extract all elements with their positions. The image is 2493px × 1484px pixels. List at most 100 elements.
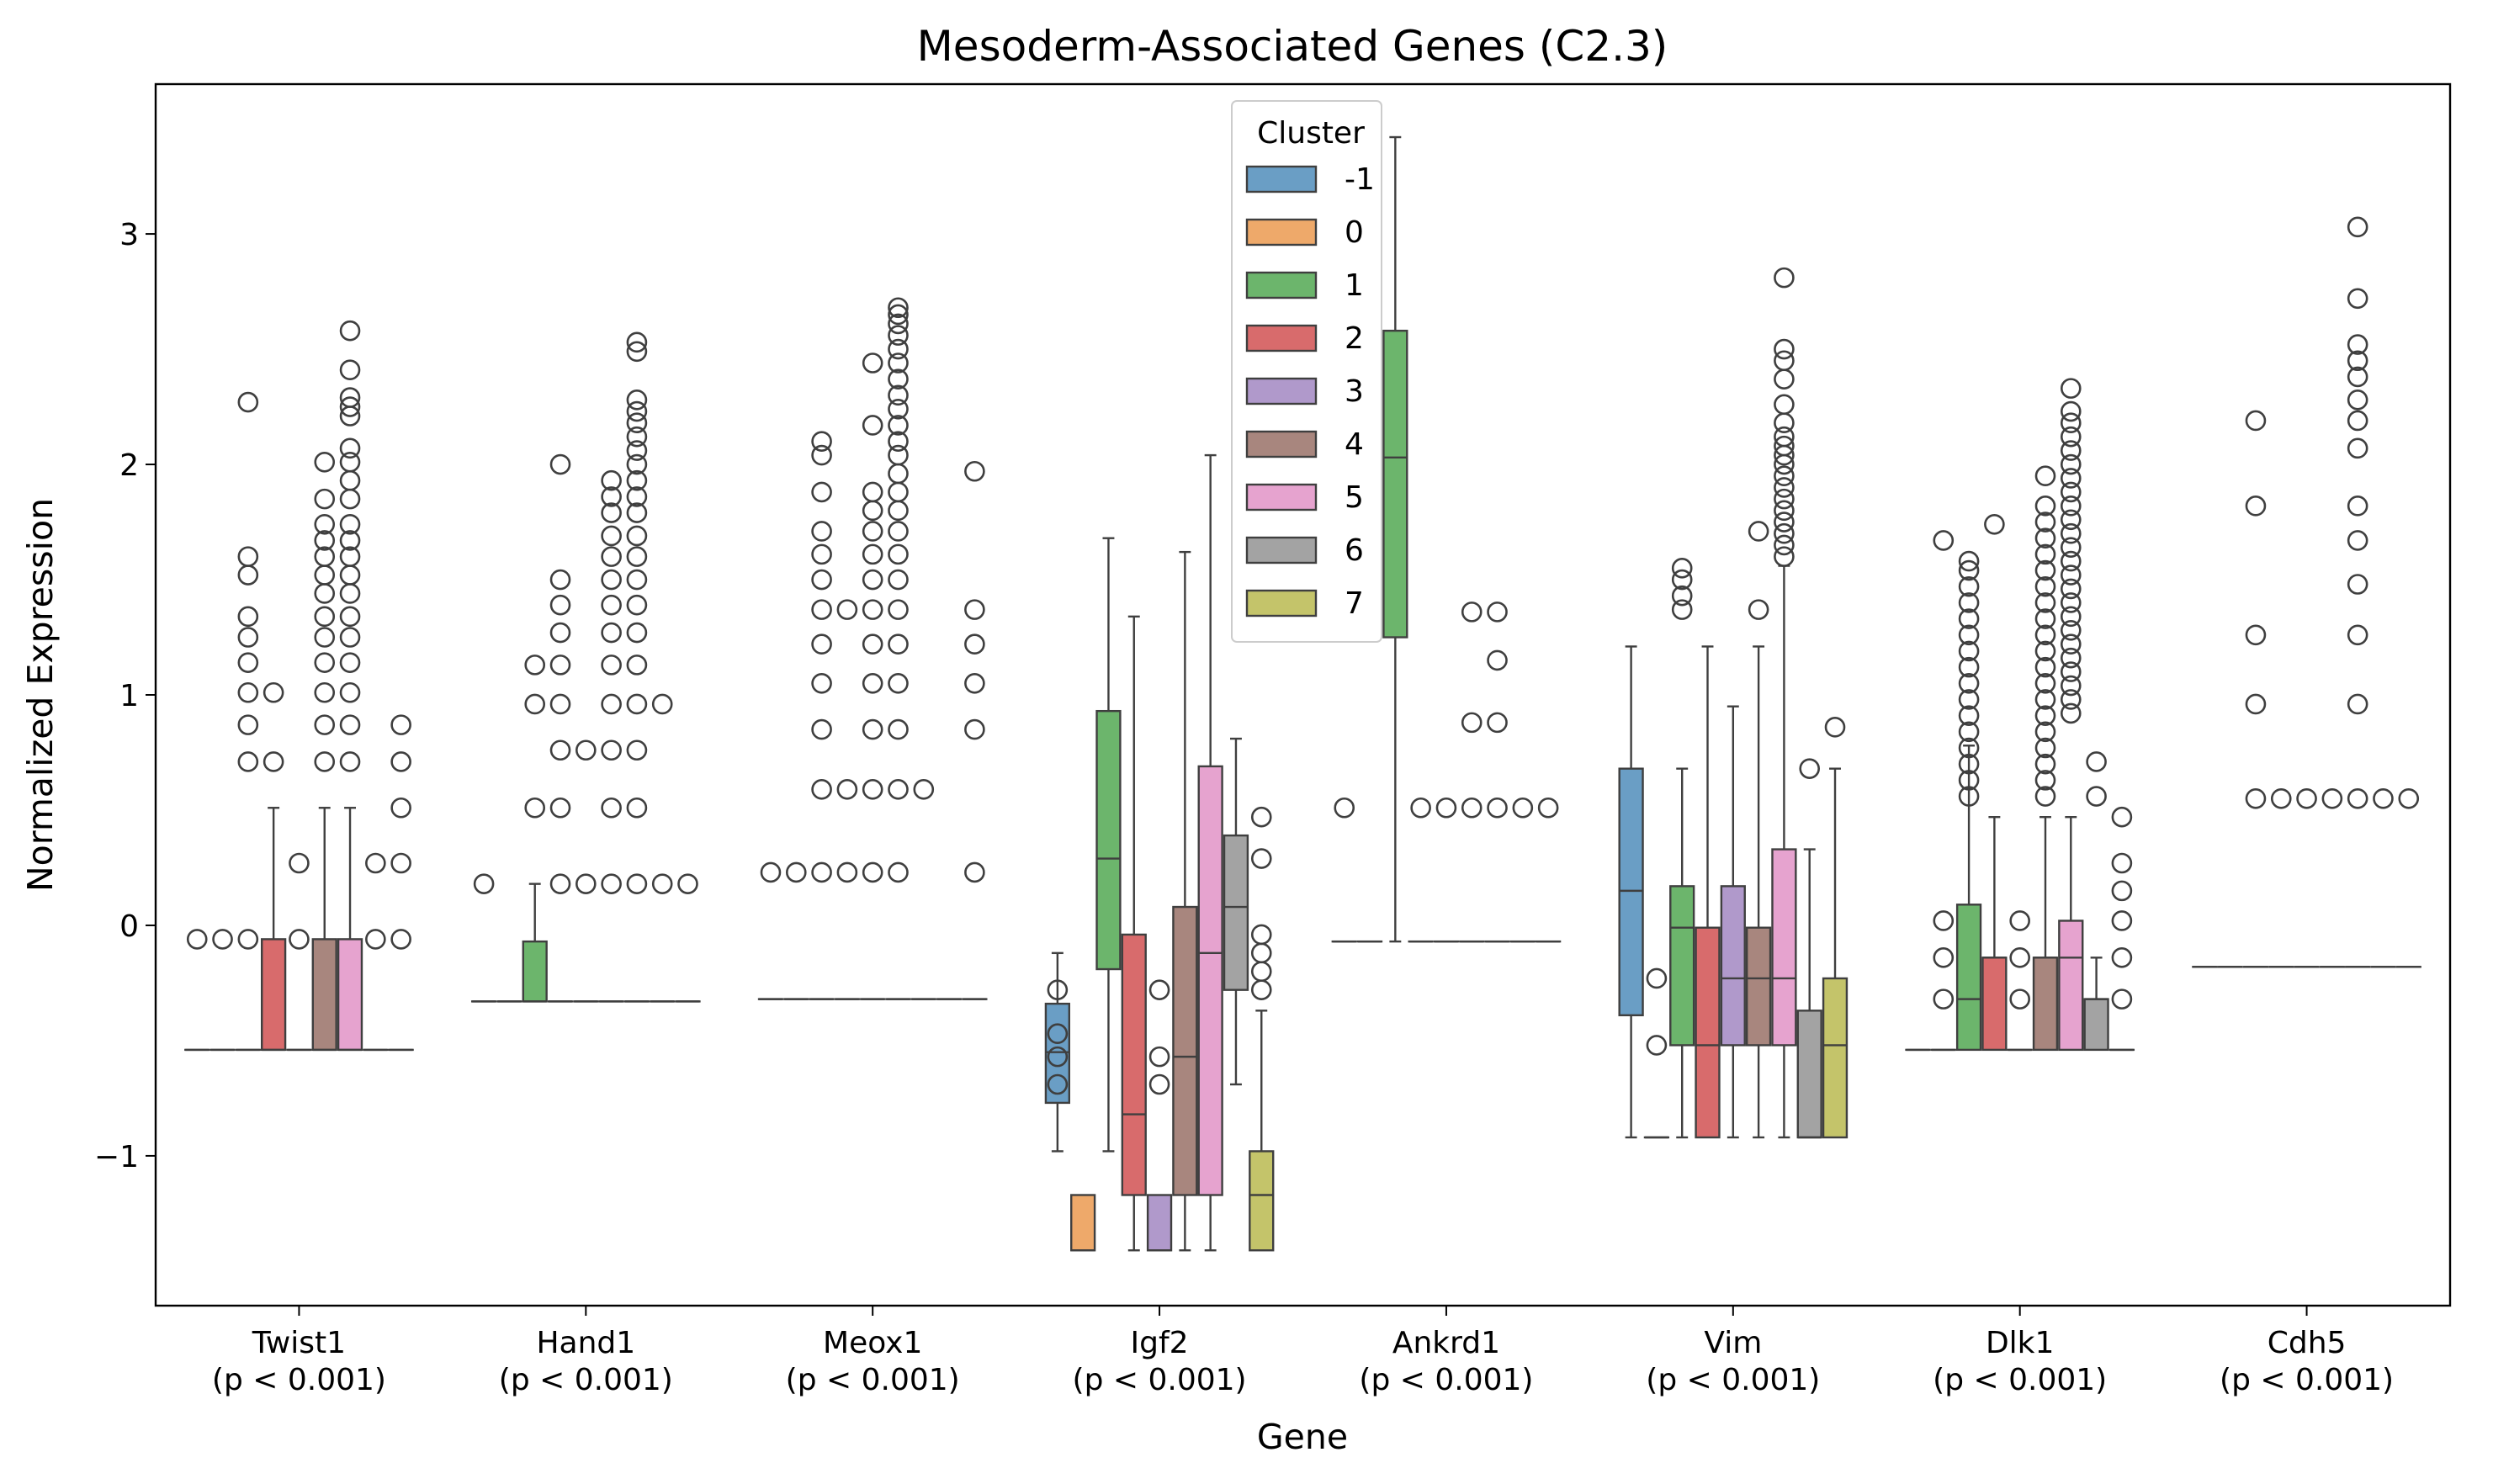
outlier-point <box>1958 786 1980 807</box>
outlier-point <box>1461 602 1483 623</box>
outlier-point <box>811 599 832 620</box>
outlier-point <box>1512 797 1534 819</box>
outlier-point <box>1958 624 1980 646</box>
box-group-vim <box>1618 267 1849 1139</box>
outlier-point <box>2009 910 2030 931</box>
x-tick-label: Meox1 <box>823 1326 922 1360</box>
outlier-point <box>862 521 883 542</box>
outlier-point <box>1958 770 1980 791</box>
outlier-point <box>365 852 386 874</box>
legend-entry: 4 <box>1245 427 1364 462</box>
outlier-point <box>390 714 411 735</box>
outlier-point <box>2034 575 2056 597</box>
outlier-point <box>626 569 648 591</box>
box-body <box>1249 1150 1275 1252</box>
legend-entry: 6 <box>1245 533 1364 568</box>
outlier-point <box>913 779 935 800</box>
outlier-point <box>524 655 546 676</box>
outlier-point <box>549 693 571 715</box>
outlier-point <box>1774 522 1795 544</box>
outlier-point <box>1774 368 1795 390</box>
x-tick-label: Cdh5 <box>2268 1326 2347 1360</box>
outlier-point <box>339 606 361 628</box>
outlier-point <box>888 297 909 319</box>
outlier-point <box>2060 592 2082 613</box>
outlier-point <box>2060 509 2082 531</box>
outlier-point <box>576 739 597 761</box>
outlier-point <box>237 564 259 586</box>
outlier-point <box>1933 530 1955 551</box>
legend-label: 5 <box>1345 480 1364 515</box>
box-cluster--1 <box>184 929 210 1052</box>
x-axis-label: Gene <box>1257 1417 1348 1457</box>
outlier-point <box>811 569 832 591</box>
box-cluster-7 <box>388 714 414 1052</box>
box-body <box>2032 957 2059 1052</box>
outlier-point <box>626 739 648 761</box>
outlier-point <box>626 693 648 715</box>
box-cluster-2 <box>1695 645 1721 1139</box>
outlier-point <box>339 564 361 586</box>
box-cluster-5 <box>1771 267 1797 1139</box>
outlier-point <box>2060 400 2082 422</box>
box-body <box>1822 977 1849 1139</box>
box-body <box>1197 765 1223 1196</box>
outlier-point <box>1250 924 1272 946</box>
outlier-point <box>862 861 883 883</box>
outlier-point <box>601 693 622 715</box>
outlier-point <box>2347 410 2368 432</box>
legend-swatch <box>1245 483 1318 511</box>
outlier-point <box>2034 721 2056 743</box>
box-cluster-4 <box>1172 550 1198 1252</box>
legend-label: -1 <box>1345 162 1375 197</box>
outlier-point <box>2347 390 2368 411</box>
outlier-point <box>888 304 909 326</box>
outlier-point <box>626 486 648 507</box>
outlier-point <box>1435 797 1457 819</box>
box-body <box>1695 926 1721 1139</box>
box-cluster-3 <box>860 352 886 1000</box>
box-cluster-2 <box>2268 787 2294 968</box>
outlier-point <box>1958 656 1980 678</box>
outlier-point <box>601 486 622 507</box>
box-cluster-7 <box>675 873 701 1003</box>
x-tick-label: Hand1 <box>536 1326 635 1360</box>
outlier-point <box>1774 500 1795 522</box>
y-tick-label: 2 <box>119 448 139 483</box>
outlier-point <box>888 500 909 522</box>
outlier-point <box>888 352 909 374</box>
chart-title: Mesoderm-Associated Genes (C2.3) <box>917 22 1668 71</box>
box-cluster-5 <box>2345 216 2371 968</box>
box-body <box>1121 933 1147 1196</box>
outlier-point <box>2086 786 2107 807</box>
outlier-point <box>626 412 648 434</box>
outlier-point <box>601 797 622 819</box>
outlier-point <box>339 583 361 604</box>
outlier-point <box>601 655 622 676</box>
outlier-point <box>1047 1023 1069 1045</box>
outlier-point <box>549 594 571 616</box>
outlier-point <box>2060 647 2082 669</box>
box-cluster-1 <box>1382 135 1408 943</box>
outlier-point <box>626 390 648 411</box>
outlier-point <box>2034 527 2056 549</box>
outlier-point <box>2111 852 2133 874</box>
outlier-point <box>2060 426 2082 448</box>
outlier-point <box>2060 468 2082 489</box>
outlier-point <box>1148 1073 1170 1095</box>
outlier-point <box>1646 967 1668 989</box>
y-tick-label: 1 <box>119 679 139 713</box>
outlier-point <box>601 873 622 894</box>
outlier-point <box>2034 673 2056 694</box>
box-cluster-5 <box>2058 378 2084 1052</box>
outlier-point <box>2347 693 2368 715</box>
box-cluster-2 <box>1981 513 2008 1052</box>
outlier-point <box>1487 797 1508 819</box>
box-cluster-7 <box>1822 717 1849 1139</box>
outlier-point <box>626 594 648 616</box>
outlier-point <box>1047 1073 1069 1095</box>
outlier-point <box>626 440 648 461</box>
outlier-point <box>888 463 909 485</box>
outlier-point <box>1933 947 1955 968</box>
outlier-point <box>390 929 411 950</box>
